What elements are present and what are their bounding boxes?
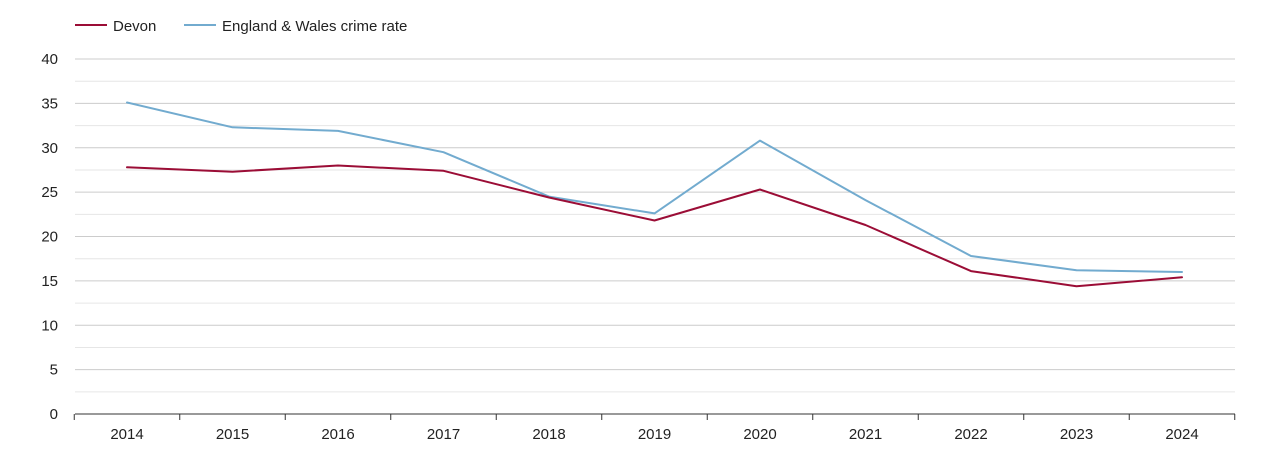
x-tick-label-2024: 2024	[1165, 426, 1198, 443]
x-tick-label-2022: 2022	[954, 426, 987, 443]
y-tick-label-35: 35	[41, 95, 58, 112]
legend-label-england-wales: England & Wales crime rate	[222, 18, 407, 35]
x-tick-label-2015: 2015	[216, 426, 249, 443]
x-tick-label-2014: 2014	[110, 426, 143, 443]
x-tick-label-2016: 2016	[321, 426, 354, 443]
y-tick-label-0: 0	[50, 406, 58, 423]
x-axis-tick-labels: 2014 2015 2016 2017 2018 2019 2020 2021 2022 2023…	[110, 426, 1198, 443]
y-tick-label-40: 40	[41, 51, 58, 68]
x-tick-label-2021: 2021	[849, 426, 882, 443]
x-axis-ticks	[73, 414, 1236, 420]
y-tick-label-10: 10	[41, 317, 58, 334]
y-axis-tick-labels: 0 5 10 15 20 25 30 35 40	[41, 51, 58, 423]
x-tick-label-2017: 2017	[427, 426, 460, 443]
y-tick-label-15: 15	[41, 273, 58, 290]
x-tick-label-2018: 2018	[532, 426, 565, 443]
legend-item-england-wales[interactable]: England & Wales crime rate	[184, 18, 407, 35]
x-tick-label-2020: 2020	[743, 426, 776, 443]
series-group	[126, 101, 1183, 288]
y-tick-label-5: 5	[50, 362, 58, 379]
series-line-devon	[126, 164, 1183, 288]
x-tick-label-2023: 2023	[1060, 426, 1093, 443]
x-tick-label-2019: 2019	[638, 426, 671, 443]
legend-item-devon[interactable]: Devon	[75, 18, 156, 35]
legend-label-devon: Devon	[113, 18, 156, 35]
y-tick-label-20: 20	[41, 229, 58, 246]
series-line-england-wales	[126, 101, 1183, 273]
y-tick-label-30: 30	[41, 140, 58, 157]
gridlines	[75, 58, 1235, 393]
y-tick-label-25: 25	[41, 184, 58, 201]
legend: Devon England & Wales crime rate	[75, 18, 407, 35]
